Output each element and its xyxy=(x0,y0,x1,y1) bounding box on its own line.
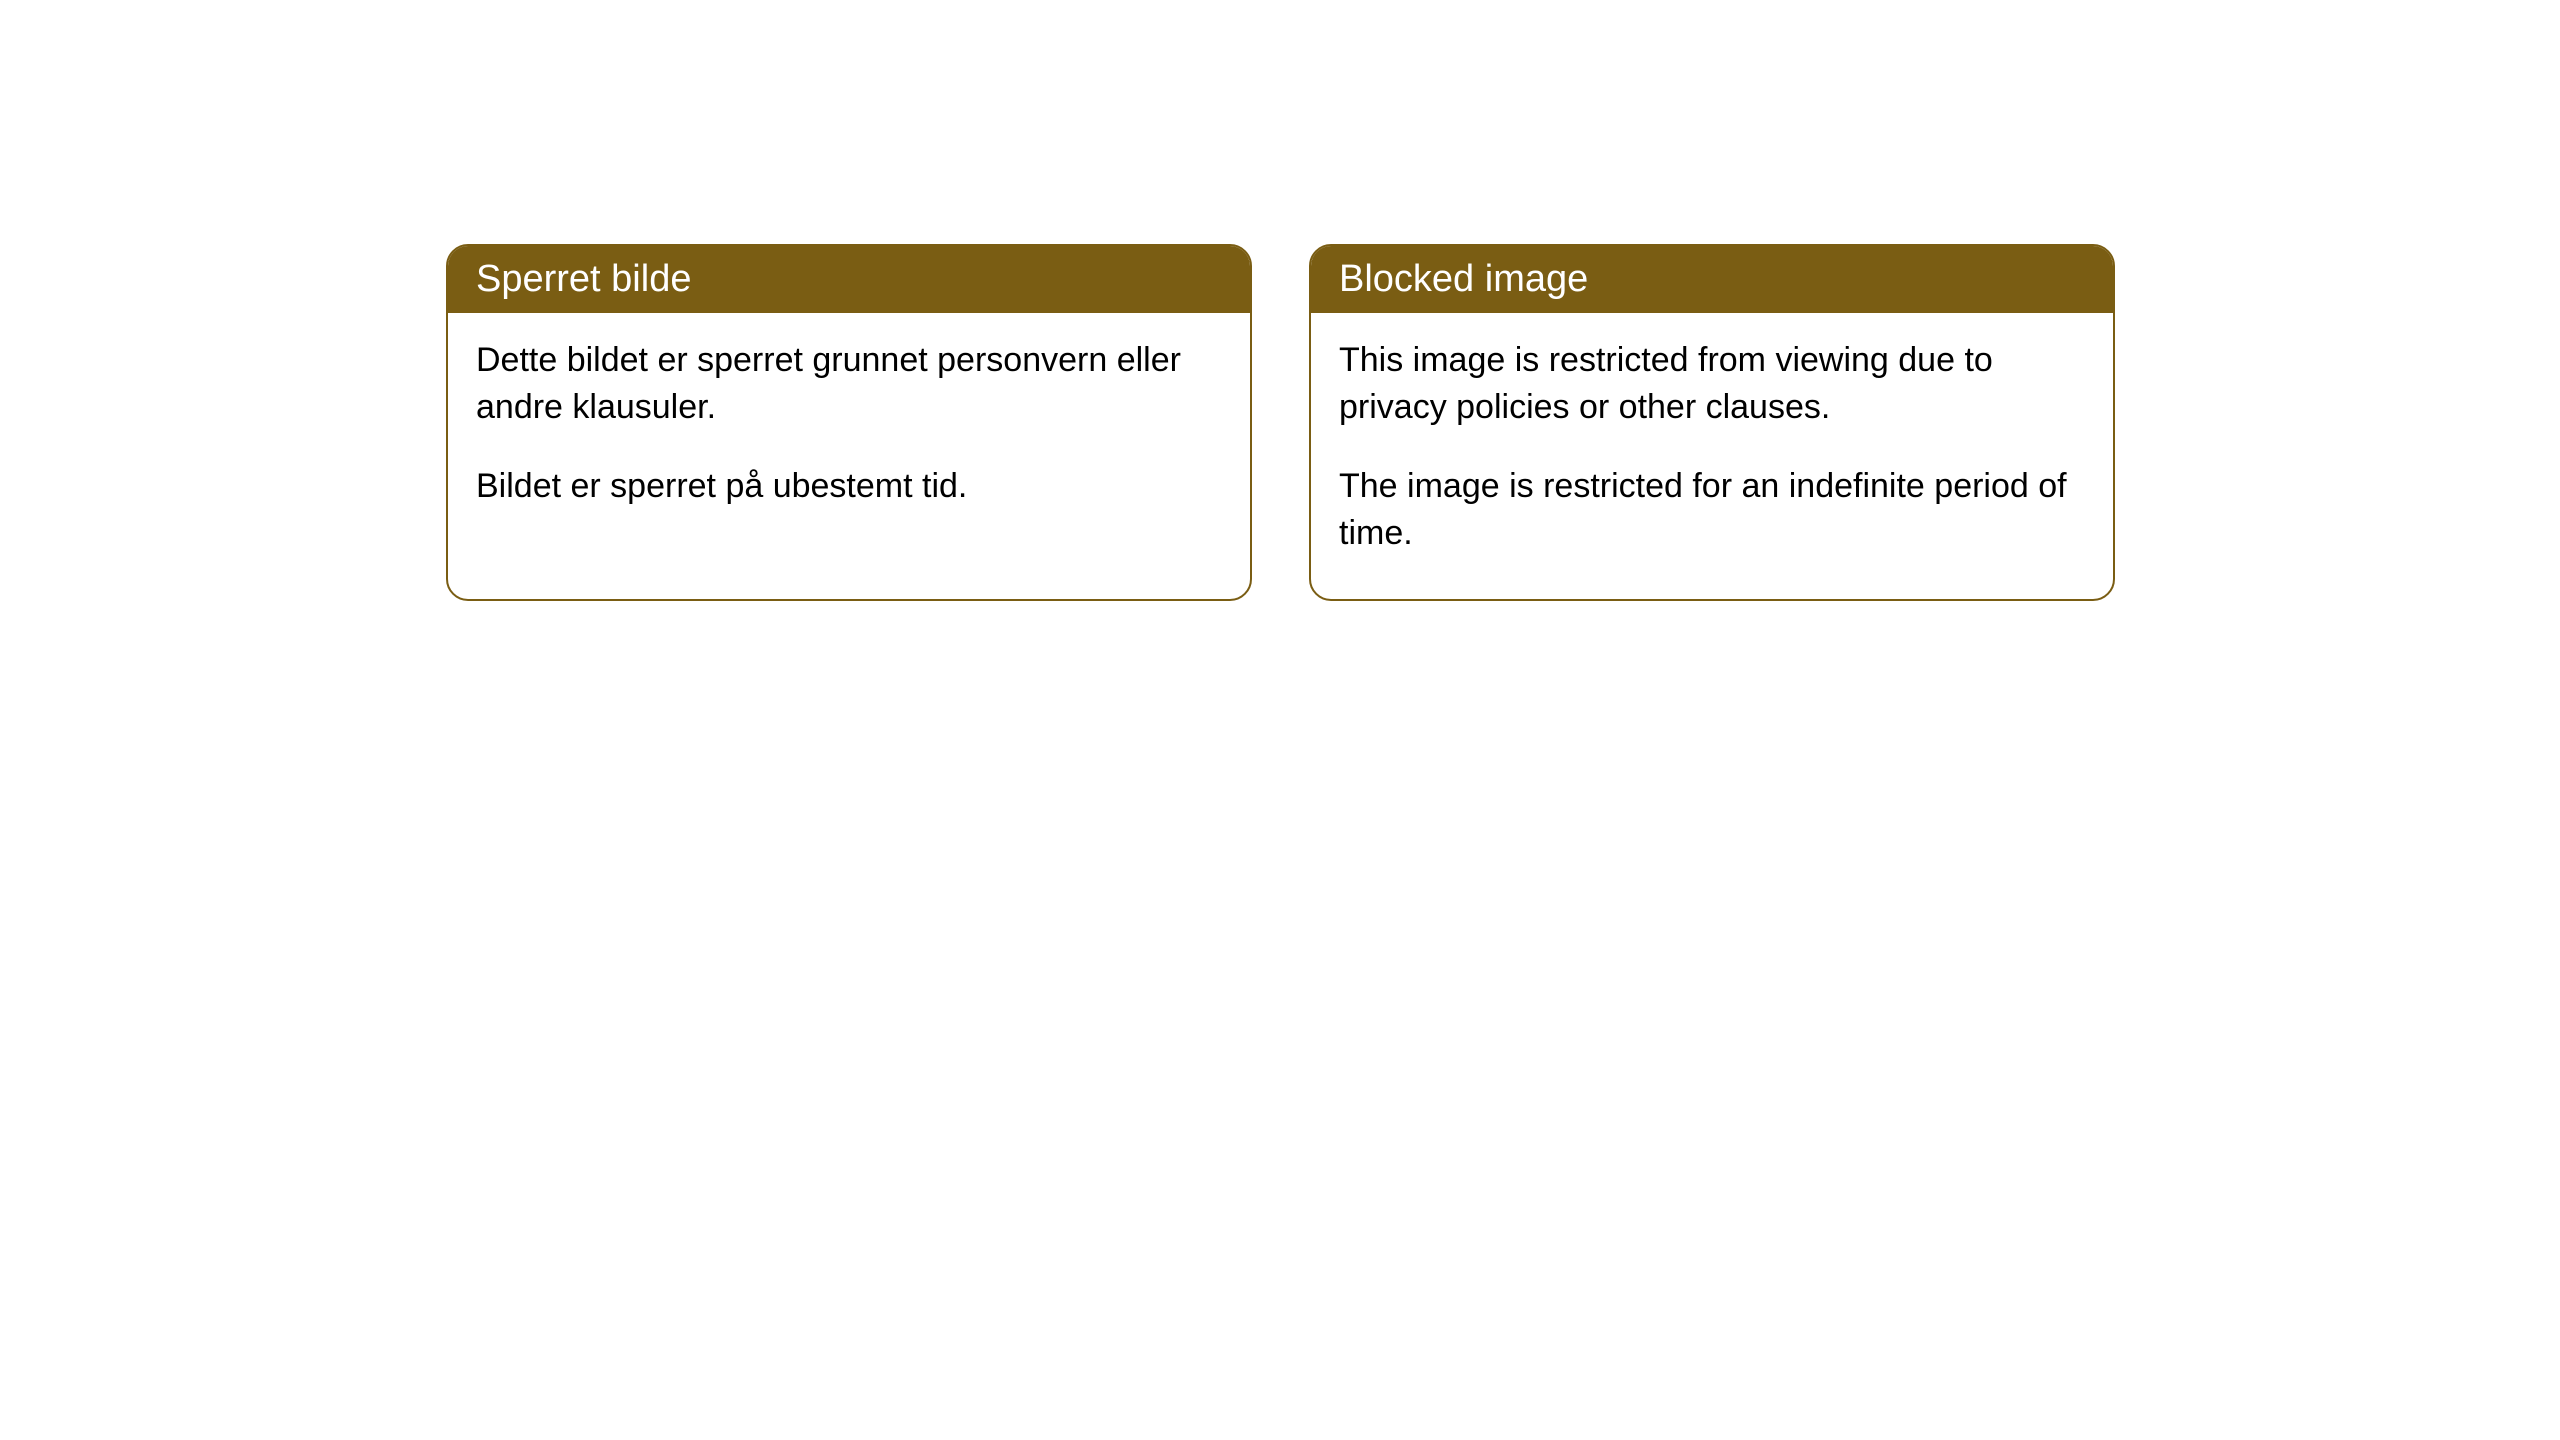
card-paragraph: The image is restricted for an indefinit… xyxy=(1339,463,2085,557)
notice-cards-container: Sperret bilde Dette bildet er sperret gr… xyxy=(446,244,2115,601)
card-title: Sperret bilde xyxy=(476,258,691,300)
card-body: This image is restricted from viewing du… xyxy=(1311,313,2113,599)
card-paragraph: Bildet er sperret på ubestemt tid. xyxy=(476,463,1222,510)
blocked-image-card-en: Blocked image This image is restricted f… xyxy=(1309,244,2115,601)
card-title: Blocked image xyxy=(1339,258,1588,300)
card-header: Blocked image xyxy=(1311,246,2113,313)
card-paragraph: This image is restricted from viewing du… xyxy=(1339,337,2085,431)
blocked-image-card-no: Sperret bilde Dette bildet er sperret gr… xyxy=(446,244,1252,601)
card-body: Dette bildet er sperret grunnet personve… xyxy=(448,313,1250,552)
card-paragraph: Dette bildet er sperret grunnet personve… xyxy=(476,337,1222,431)
card-header: Sperret bilde xyxy=(448,246,1250,313)
